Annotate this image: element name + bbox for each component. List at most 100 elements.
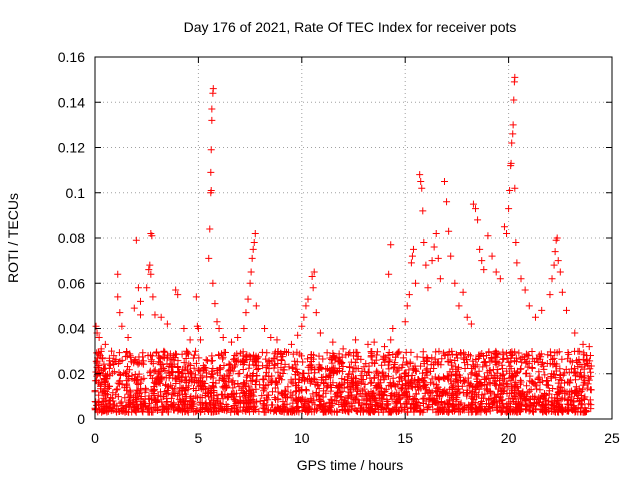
baseline-point	[575, 347, 583, 355]
baseline-point	[105, 354, 113, 362]
baseline-point	[376, 379, 384, 387]
baseline-point	[292, 388, 300, 396]
data-point	[389, 325, 397, 332]
baseline-point	[189, 394, 197, 402]
baseline-point	[284, 383, 292, 391]
baseline-point	[496, 377, 504, 385]
baseline-point	[361, 368, 369, 376]
baseline-point	[259, 404, 267, 412]
baseline-point	[192, 407, 200, 415]
baseline-point	[463, 390, 471, 398]
baseline-point	[279, 370, 287, 378]
data-point	[418, 184, 426, 192]
baseline-point	[315, 352, 323, 360]
baseline-point	[205, 393, 213, 401]
baseline-point	[488, 355, 496, 363]
data-point	[407, 259, 415, 267]
baseline-point	[444, 358, 452, 366]
baseline-point	[557, 384, 565, 392]
baseline-point	[510, 373, 518, 381]
baseline-point	[576, 397, 584, 405]
data-point	[521, 286, 529, 294]
baseline-point	[441, 351, 449, 359]
baseline-point	[505, 358, 513, 366]
baseline-point	[477, 382, 485, 390]
baseline-point	[528, 347, 536, 355]
baseline-point	[271, 350, 279, 358]
baseline-point	[499, 351, 507, 359]
baseline-point	[520, 393, 528, 401]
baseline-point	[270, 354, 278, 362]
baseline-point	[535, 351, 543, 359]
baseline-point	[485, 348, 493, 356]
data-point	[108, 347, 116, 355]
baseline-point	[335, 381, 343, 389]
baseline-point	[278, 376, 286, 384]
baseline-point	[580, 379, 588, 387]
baseline-point	[541, 391, 549, 399]
baseline-point	[457, 399, 465, 407]
baseline-point	[368, 378, 376, 386]
baseline-point	[344, 408, 352, 416]
baseline-point	[167, 394, 175, 402]
baseline-point	[167, 381, 175, 389]
baseline-point	[384, 361, 392, 369]
baseline-point	[314, 382, 322, 390]
x-tick-label: 0	[91, 430, 99, 446]
baseline-point	[375, 402, 383, 410]
baseline-point	[531, 357, 539, 365]
baseline-point	[149, 360, 157, 368]
baseline-point	[469, 387, 477, 395]
baseline-point	[324, 381, 332, 389]
data-point	[548, 275, 556, 283]
baseline-point	[249, 372, 257, 380]
baseline-point	[125, 373, 133, 381]
baseline-point	[413, 402, 421, 410]
baseline-point	[499, 379, 507, 387]
baseline-point	[292, 375, 300, 383]
baseline-point	[157, 355, 165, 363]
baseline-point	[334, 383, 342, 391]
baseline-point	[342, 351, 350, 359]
data-point	[408, 252, 416, 260]
baseline-point	[281, 386, 289, 394]
baseline-point	[583, 384, 591, 392]
baseline-point	[134, 380, 142, 388]
baseline-point	[380, 374, 388, 382]
baseline-point	[452, 350, 460, 358]
baseline-point	[182, 373, 190, 381]
baseline-point	[346, 349, 354, 357]
baseline-point	[419, 399, 427, 407]
baseline-point	[246, 386, 254, 394]
baseline-point	[572, 389, 580, 397]
baseline-point	[513, 382, 521, 390]
baseline-point	[274, 348, 282, 356]
baseline-point	[245, 382, 253, 390]
baseline-point	[180, 359, 188, 367]
data-point	[469, 200, 477, 208]
baseline-point	[279, 402, 287, 410]
baseline-point	[584, 380, 592, 388]
baseline-point	[362, 360, 370, 368]
baseline-point	[171, 353, 179, 361]
baseline-point	[255, 408, 263, 416]
baseline-point	[521, 397, 529, 405]
baseline-point	[335, 353, 343, 361]
baseline-point	[293, 365, 301, 373]
baseline-point	[140, 374, 148, 382]
data-point	[136, 297, 144, 305]
baseline-point	[191, 371, 199, 379]
data-point	[387, 241, 395, 249]
baseline-point	[287, 376, 295, 384]
baseline-point	[381, 405, 389, 413]
baseline-point	[391, 383, 399, 391]
baseline-point	[511, 357, 519, 365]
data-point	[261, 325, 269, 332]
data-point	[478, 257, 486, 265]
baseline-point	[575, 398, 583, 406]
baseline-point	[169, 368, 177, 376]
data-point	[273, 336, 281, 344]
baseline-point	[168, 391, 176, 399]
baseline-point	[359, 375, 367, 383]
baseline-point	[542, 381, 550, 389]
